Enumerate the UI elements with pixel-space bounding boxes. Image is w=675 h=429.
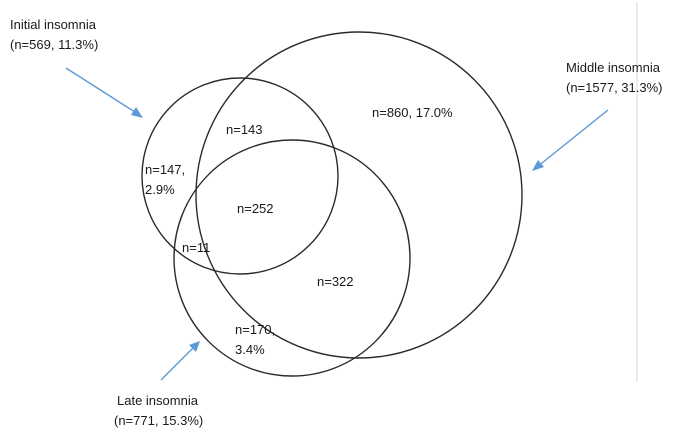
middle-late-region-count: n=322 (317, 274, 354, 289)
late-only-region-percent: 3.4% (235, 342, 265, 357)
initial-insomnia-count: (n=569, 11.3%) (10, 37, 98, 52)
initial-only-region-percent: 2.9% (145, 182, 175, 197)
late-insomnia-circle (173, 139, 411, 377)
middle-insomnia-label: Middle insomnia (566, 60, 661, 75)
initial-middle-region-count: n=143 (226, 122, 263, 137)
initial-late-region-count: n=11 (182, 240, 210, 255)
late-insomnia-count: (n=771, 15.3%) (114, 413, 203, 428)
all-three-region-count: n=252 (237, 201, 274, 216)
late-insomnia-label: Late insomnia (117, 393, 199, 408)
initial-only-region-count: n=147, (145, 162, 185, 177)
initial-insomnia-circle (141, 77, 339, 275)
initial-insomnia-label: Initial insomnia (10, 17, 97, 32)
late-only-region-count: n=170, (235, 322, 275, 337)
middle-insomnia-count: (n=1577, 31.3%) (566, 80, 662, 95)
middle-arrow (532, 109, 609, 171)
middle-only-region-count: n=860, 17.0% (372, 105, 453, 120)
middle-insomnia-circle (195, 31, 523, 359)
late-arrow (160, 341, 200, 381)
initial-arrow (65, 67, 143, 118)
